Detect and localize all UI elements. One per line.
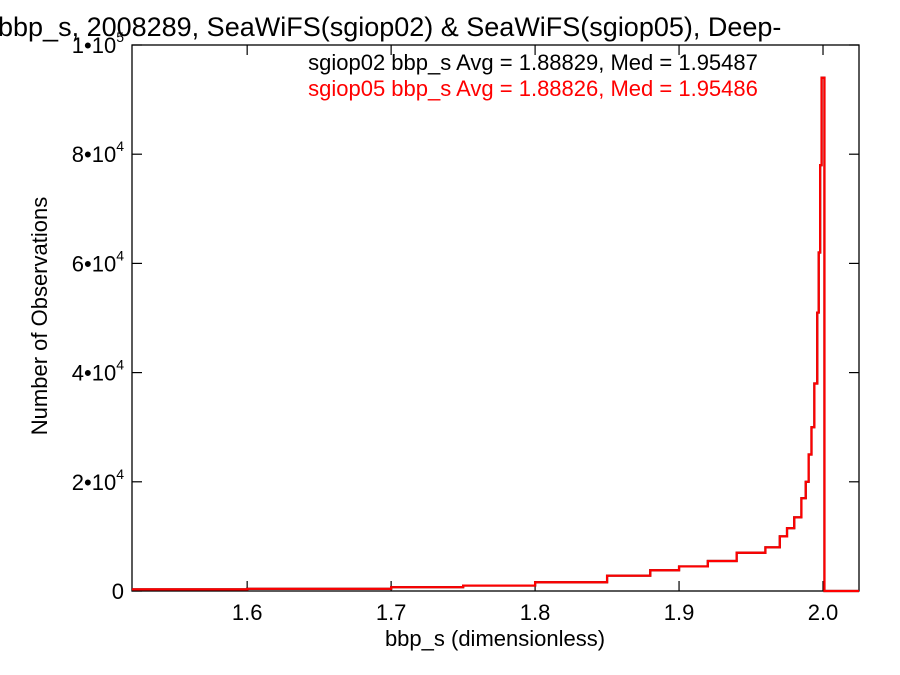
- series-line-0: [132, 76, 859, 593]
- x-tick-label: 1.7: [376, 600, 407, 625]
- series-layer: [132, 76, 859, 593]
- y-tick-exponent: 4: [116, 466, 124, 482]
- plot-frame: [131, 44, 860, 592]
- y-tick-exponent: 4: [116, 247, 124, 263]
- x-tick-label: 1.6: [232, 600, 263, 625]
- annotation-sgiop05: sgiop05 bbp_s Avg = 1.88826, Med = 1.954…: [308, 76, 758, 101]
- chart-title: bbp_s, 2008289, SeaWiFS(sgiop02) & SeaWi…: [0, 12, 781, 42]
- y-tick-base: 4•10: [72, 361, 116, 386]
- y-tick-label: 2•104: [72, 466, 124, 495]
- y-axis-label: Number of Observations: [27, 197, 52, 435]
- y-tick-exponent: 4: [116, 138, 124, 154]
- y-tick-label: 0: [112, 579, 124, 604]
- y-tick-exponent: 5: [116, 29, 124, 45]
- x-tick-label: 1.9: [664, 600, 695, 625]
- y-tick-base: 8•10: [72, 142, 116, 167]
- annotation-sgiop02: sgiop02 bbp_s Avg = 1.88829, Med = 1.954…: [308, 50, 758, 75]
- y-tick-label: 8•104: [72, 138, 124, 167]
- y-tick-label: 1•105: [72, 29, 124, 58]
- y-tick-base: 1•10: [72, 33, 116, 58]
- series-line-1: [132, 76, 859, 593]
- y-tick-exponent: 4: [116, 357, 124, 373]
- x-tick-label: 2.0: [808, 600, 839, 625]
- x-axis: 1.6 1.7 1.8 1.9 2.0: [232, 45, 838, 625]
- x-tick-label: 1.8: [520, 600, 551, 625]
- y-tick-label: 6•104: [72, 247, 124, 276]
- y-tick-base: 6•10: [72, 251, 116, 276]
- y-tick-base: 2•10: [72, 470, 116, 495]
- x-axis-label: bbp_s (dimensionless): [385, 626, 605, 651]
- y-tick-label: 4•104: [72, 357, 124, 386]
- y-tick-base: 0: [112, 579, 124, 604]
